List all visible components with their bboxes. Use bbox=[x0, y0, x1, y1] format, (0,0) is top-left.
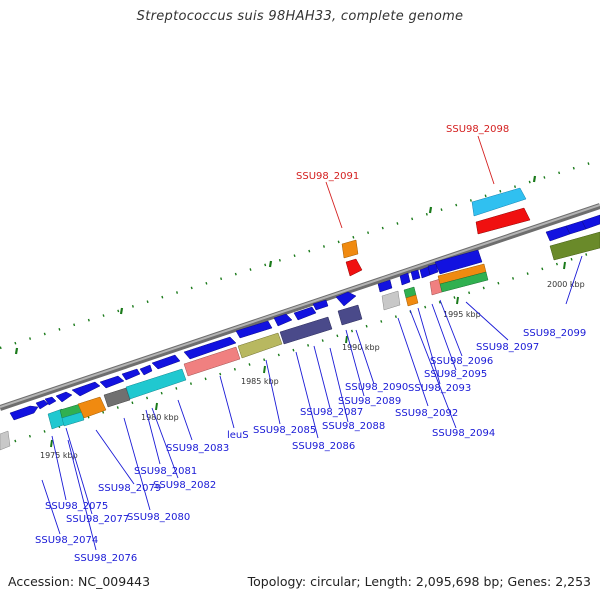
gene-label-2097[interactable]: SSU98_2097 bbox=[476, 342, 539, 353]
tick-1975: 1975 kbp bbox=[40, 451, 78, 460]
highlighted-genes[interactable] bbox=[341, 187, 531, 277]
gene-label-2085[interactable]: SSU98_2085 bbox=[253, 425, 316, 436]
gene-arrow bbox=[434, 249, 483, 275]
gene-2091-orange bbox=[341, 239, 359, 259]
leader-lines bbox=[41, 255, 583, 551]
gene-label-2082[interactable]: SSU98_2082 bbox=[153, 480, 216, 491]
gene-arrow bbox=[273, 313, 293, 327]
gene-arrow bbox=[377, 279, 393, 293]
topology-label: Topology: circular; Length: 2,095,698 bp… bbox=[247, 574, 591, 589]
gene-label-2074[interactable]: SSU98_2074 bbox=[35, 535, 98, 546]
gene-block-cyan3 bbox=[125, 368, 187, 400]
colored-genes[interactable] bbox=[0, 231, 600, 451]
tick-1985: 1985 kbp bbox=[241, 377, 279, 386]
gene-block-olive bbox=[237, 332, 283, 359]
gene-block-orange2 bbox=[405, 294, 419, 307]
gene-label-2096[interactable]: SSU98_2096 bbox=[430, 356, 493, 367]
tick-labels: 1975 kbp 1980 kbp 1985 kbp 1990 kbp 1995… bbox=[40, 280, 585, 460]
gene-label-2086[interactable]: SSU98_2086 bbox=[292, 441, 355, 452]
gene-arrow bbox=[410, 269, 421, 281]
gene-block-slate2 bbox=[337, 304, 363, 326]
gene-arrow bbox=[151, 354, 181, 370]
gene-2091-red bbox=[345, 258, 363, 277]
gene-arrow bbox=[99, 375, 125, 389]
gene-label-2087[interactable]: SSU98_2087 bbox=[300, 407, 363, 418]
gene-block-salmon bbox=[183, 346, 241, 377]
outer-long-ticks bbox=[14, 175, 537, 355]
gene-arrow bbox=[235, 320, 273, 339]
gene-block-lightgrey bbox=[381, 290, 401, 311]
gene-label-2083[interactable]: SSU98_2083 bbox=[166, 443, 229, 454]
gene-labels[interactable]: SSU98_2098 SSU98_2091 SSU98_2099 SSU98_2… bbox=[35, 124, 586, 564]
gene-arrow bbox=[581, 214, 600, 230]
gene-label-2081[interactable]: SSU98_2081 bbox=[134, 466, 197, 477]
leader-lines-highlight bbox=[325, 135, 495, 229]
gene-label-2095[interactable]: SSU98_2095 bbox=[424, 369, 487, 380]
gene-label-2094[interactable]: SSU98_2094 bbox=[432, 428, 495, 439]
gene-block-cyan2 bbox=[61, 411, 85, 427]
gene-label-2080[interactable]: SSU98_2080 bbox=[127, 512, 190, 523]
tick-1980: 1980 kbp bbox=[141, 413, 179, 422]
gene-arrow bbox=[335, 291, 357, 307]
forward-genes[interactable] bbox=[9, 214, 600, 421]
tick-1990: 1990 kbp bbox=[342, 343, 380, 352]
gene-arrow bbox=[121, 368, 141, 381]
gene-label-2099[interactable]: SSU98_2099 bbox=[523, 328, 586, 339]
genome-title: Streptococcus suis 98HAH33, complete gen… bbox=[136, 9, 464, 24]
gene-arrow bbox=[399, 272, 411, 286]
gene-arrow bbox=[183, 336, 237, 360]
gene-arrow bbox=[427, 263, 439, 276]
gene-label-2090[interactable]: SSU98_2090 bbox=[345, 382, 408, 393]
gene-arrow bbox=[35, 399, 49, 410]
gene-arrow bbox=[545, 225, 571, 242]
gene-arrow bbox=[139, 364, 153, 376]
gene-label-2098[interactable]: SSU98_2098 bbox=[446, 124, 509, 135]
backbone-ticks bbox=[50, 261, 566, 448]
gene-block-darkgrey bbox=[103, 387, 131, 408]
gene-block-olive2 bbox=[549, 231, 600, 261]
gene-arrow bbox=[44, 396, 57, 406]
gene-arrow bbox=[293, 306, 317, 321]
gene-label-2089[interactable]: SSU98_2089 bbox=[338, 396, 401, 407]
outer-dot-track bbox=[0, 158, 600, 448]
gene-label-2092[interactable]: SSU98_2092 bbox=[395, 408, 458, 419]
gene-label-2076[interactable]: SSU98_2076 bbox=[74, 553, 137, 564]
gene-arrow bbox=[71, 381, 101, 397]
gene-label-2091[interactable]: SSU98_2091 bbox=[296, 171, 359, 182]
gene-2098-red bbox=[475, 207, 531, 235]
gene-arrow bbox=[55, 391, 73, 403]
gene-label-2088[interactable]: SSU98_2088 bbox=[322, 421, 385, 432]
tick-1995: 1995 kbp bbox=[443, 310, 481, 319]
gene-arrow bbox=[9, 405, 39, 421]
gene-arrow bbox=[312, 299, 329, 311]
gene-block-slate bbox=[279, 316, 333, 345]
gene-label-2077[interactable]: SSU98_2077 bbox=[66, 514, 129, 525]
tick-2000: 2000 kbp bbox=[547, 280, 585, 289]
gene-label-2075[interactable]: SSU98_2075 bbox=[45, 501, 108, 512]
gene-label-2093[interactable]: SSU98_2093 bbox=[408, 383, 471, 394]
gene-block-green3 bbox=[439, 271, 489, 293]
gene-label-leuS[interactable]: leuS bbox=[227, 430, 249, 441]
gene-block-grey bbox=[0, 430, 11, 451]
accession-label: Accession: NC_009443 bbox=[8, 574, 151, 589]
gene-block-orange bbox=[77, 396, 107, 419]
gene-2098-cyan bbox=[471, 187, 527, 217]
genome-backbone bbox=[0, 203, 600, 411]
gene-label-2079[interactable]: SSU98_2079 bbox=[98, 483, 161, 494]
